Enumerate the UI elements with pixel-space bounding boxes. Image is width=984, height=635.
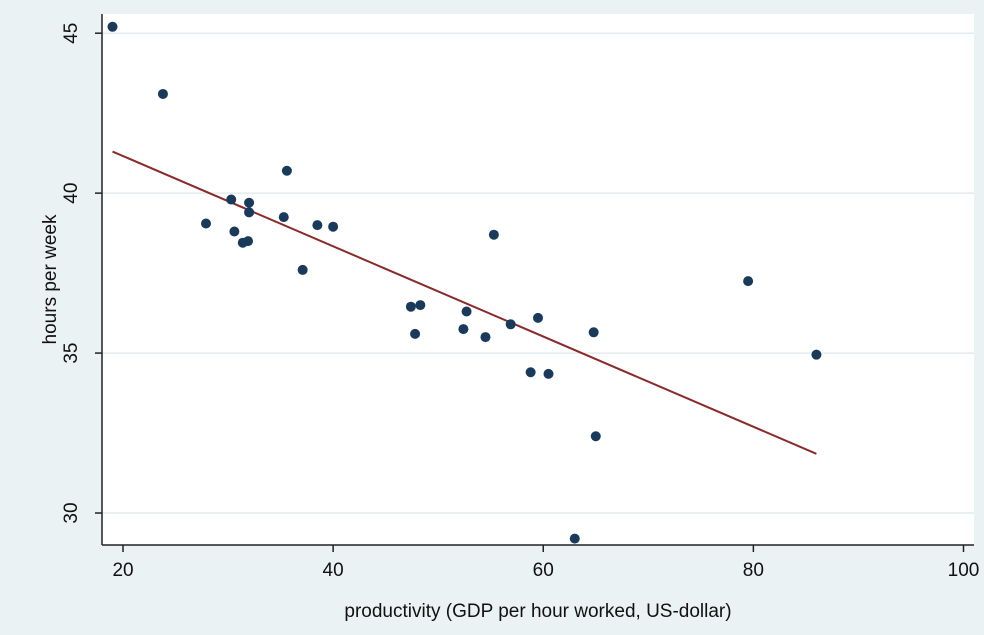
data-point (590, 431, 601, 442)
data-point (488, 229, 499, 240)
x-tick-label: 40 (323, 560, 344, 581)
data-point (229, 226, 240, 237)
grid-lines (102, 32, 974, 514)
x-tick-label: 60 (533, 560, 554, 581)
y-tick-label: 35 (61, 343, 82, 364)
data-point (278, 212, 289, 223)
y-tick-label: 30 (61, 502, 82, 523)
data-point (569, 533, 580, 544)
data-point (505, 319, 516, 330)
data-point (480, 332, 491, 343)
data-point (461, 306, 472, 317)
data-points (107, 21, 822, 544)
data-point (297, 264, 308, 275)
data-point (243, 236, 254, 247)
x-tick-label: 20 (112, 560, 133, 581)
data-point (312, 220, 323, 231)
axes: 20 40 60 80 100 30 35 40 45 (61, 14, 979, 581)
y-tick-label: 45 (61, 23, 82, 44)
data-point (525, 367, 536, 378)
data-point (226, 194, 237, 205)
data-point (328, 221, 339, 232)
x-tick-label: 100 (948, 560, 980, 581)
data-point (543, 368, 554, 379)
data-point (244, 207, 255, 218)
data-point (415, 300, 426, 311)
x-axis-title: productivity (GDP per hour worked, US-do… (344, 601, 731, 622)
data-point (107, 21, 118, 32)
data-point (157, 88, 168, 99)
data-point (201, 218, 212, 229)
data-point (743, 276, 754, 287)
data-point (533, 312, 543, 323)
data-point (405, 301, 416, 312)
x-tick-label: 80 (743, 560, 764, 581)
y-axis-title: hours per week (40, 214, 61, 344)
plot-area (102, 14, 974, 545)
y-tick-label: 40 (61, 183, 82, 204)
data-point (811, 349, 822, 360)
data-point (458, 324, 469, 335)
data-point (281, 165, 292, 176)
data-point (410, 328, 421, 339)
data-point (588, 327, 599, 338)
data-point (244, 197, 255, 208)
